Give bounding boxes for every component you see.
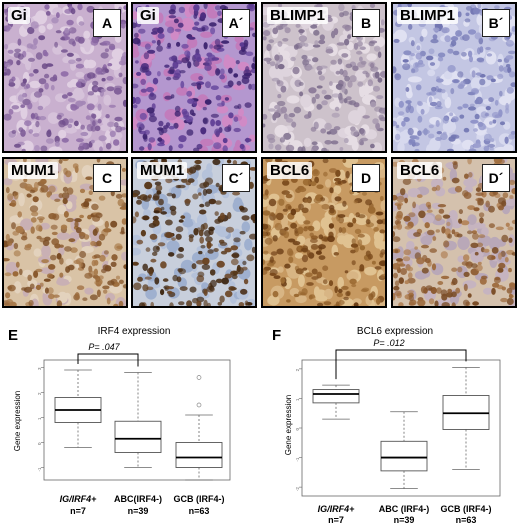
stain-label: MUM1 xyxy=(137,162,188,179)
plot-frame xyxy=(43,359,231,481)
panel-letter: A´ xyxy=(222,9,250,37)
panel-letter: C xyxy=(93,164,121,192)
box xyxy=(175,442,223,468)
y-tick-label: 3 xyxy=(37,367,42,370)
x-tick-label: IG/IRF4+ xyxy=(318,504,356,514)
plot-area: -2 -1 0 1 2 xyxy=(295,349,501,497)
y-tick-label: 0 xyxy=(37,442,42,445)
chart-letter: F xyxy=(272,327,281,344)
p-value-label: P= .012 xyxy=(373,338,404,348)
significance-bracket xyxy=(335,349,467,380)
chart-title: BCL6 expression xyxy=(357,326,433,337)
chart-title: IRF4 expression xyxy=(98,326,171,337)
x-tick-n: n=39 xyxy=(394,515,415,525)
stain-label: BLIMP1 xyxy=(267,7,329,24)
y-tick-label: -1 xyxy=(295,457,300,461)
x-tick-n: n=63 xyxy=(456,515,477,525)
panel-d-prime: BCL6 D´ xyxy=(391,157,517,308)
box xyxy=(442,395,490,430)
x-tick-label: ABC(IRF4-) xyxy=(114,494,162,504)
stain-label: BCL6 xyxy=(397,162,443,179)
y-tick-label: 1 xyxy=(37,417,42,420)
panel-c: MUM1 C xyxy=(2,157,128,308)
x-tick-n: n=39 xyxy=(128,506,149,516)
x-tick-label: GCB (IRF4-) xyxy=(174,494,225,504)
stain-label: Gi xyxy=(8,7,30,24)
box xyxy=(380,440,428,472)
panel-b: BLIMP1 B xyxy=(261,2,387,153)
y-axis-label: Gene expression xyxy=(13,391,22,451)
plot-frame xyxy=(301,359,501,497)
significance-bracket xyxy=(77,353,139,367)
panel-letter: B´ xyxy=(482,9,510,37)
panel-a-prime: Gi A´ xyxy=(131,2,257,153)
x-tick-n: n=7 xyxy=(328,515,344,525)
panel-b-prime: BLIMP1 B´ xyxy=(391,2,517,153)
y-tick-label: 2 xyxy=(295,368,300,371)
chart-letter: E xyxy=(8,327,18,344)
micrograph-a xyxy=(4,4,126,151)
panel-letter: A xyxy=(93,9,121,37)
stain-label: MUM1 xyxy=(8,162,59,179)
x-tick-label: IG/IRF4+ xyxy=(60,494,98,504)
panel-a: Gi A xyxy=(2,2,128,153)
y-tick-label: 1 xyxy=(295,398,300,401)
panel-letter: D xyxy=(352,164,380,192)
plot-area: -1 0 1 2 3 xyxy=(37,353,231,481)
stain-label: BCL6 xyxy=(267,162,313,179)
y-tick-label: -2 xyxy=(295,487,300,491)
panel-letter: B xyxy=(352,9,380,37)
y-tick-label: 0 xyxy=(295,428,300,431)
outlier-point xyxy=(196,402,202,408)
panel-c-prime: MUM1 C´ xyxy=(131,157,257,308)
x-tick-label: GCB (IRF4-) xyxy=(441,504,492,514)
micrograph-c-prime xyxy=(133,159,255,306)
panel-letter: D´ xyxy=(482,164,510,192)
box xyxy=(54,397,102,423)
y-axis-label: Gene expression xyxy=(284,395,293,455)
panel-letter: C´ xyxy=(222,164,250,192)
x-tick-label: ABC (IRF4-) xyxy=(379,504,430,514)
x-tick-n: n=7 xyxy=(70,506,86,516)
box xyxy=(312,389,360,404)
outlier-point xyxy=(196,375,202,380)
x-tick-n: n=63 xyxy=(189,506,210,516)
box xyxy=(114,420,162,453)
stain-label: Gi xyxy=(137,7,159,24)
stain-label: BLIMP1 xyxy=(397,7,459,24)
p-value-label: P= .047 xyxy=(88,342,120,352)
y-tick-label: 2 xyxy=(37,392,42,395)
y-tick-label: -1 xyxy=(37,467,42,471)
panel-d: BCL6 D xyxy=(261,157,387,308)
